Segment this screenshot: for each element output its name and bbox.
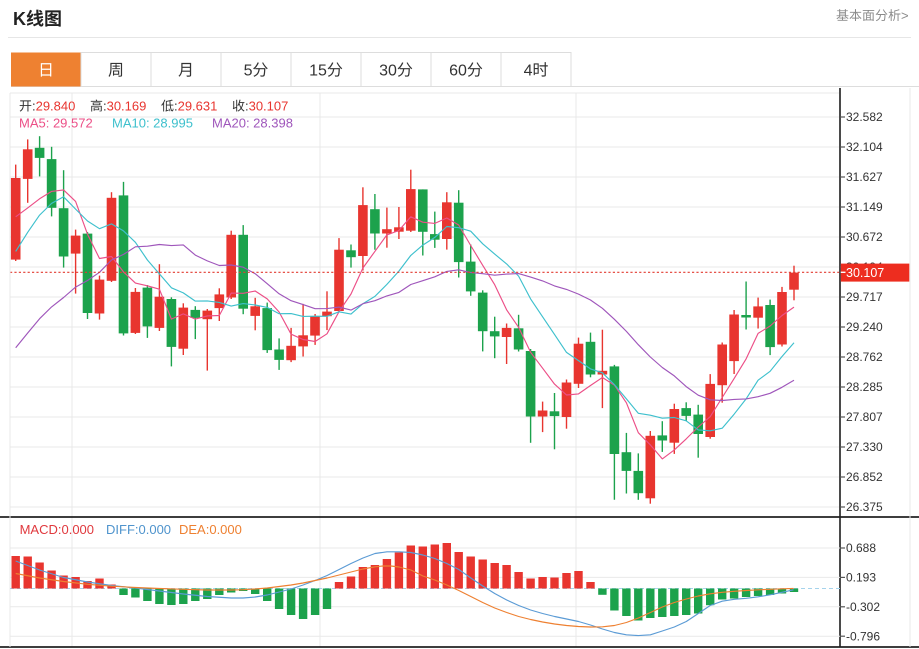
svg-text:>: >: [901, 8, 909, 23]
svg-text:27.330: 27.330: [846, 440, 883, 454]
svg-text:DIFF:0.000: DIFF:0.000: [106, 522, 171, 537]
svg-text:0: 0: [388, 63, 397, 80]
svg-text:28.762: 28.762: [846, 350, 883, 364]
svg-text:0.193: 0.193: [846, 571, 876, 585]
svg-text:32.582: 32.582: [846, 110, 883, 124]
svg-text::: :: [174, 99, 178, 114]
svg-text:0.688: 0.688: [846, 541, 876, 555]
svg-text:MA10: 28.995: MA10: 28.995: [112, 116, 193, 131]
svg-text:26.375: 26.375: [846, 500, 883, 514]
svg-text:K: K: [13, 9, 26, 29]
svg-text:29.840: 29.840: [36, 99, 76, 114]
svg-text:0: 0: [458, 63, 467, 80]
svg-text:MA5: 29.572: MA5: 29.572: [19, 116, 93, 131]
svg-text:6: 6: [449, 63, 458, 80]
svg-text:MA20: 28.398: MA20: 28.398: [212, 116, 293, 131]
svg-text:32.104: 32.104: [846, 140, 883, 154]
svg-text:5: 5: [318, 63, 327, 80]
svg-text:29.240: 29.240: [846, 320, 883, 334]
svg-text:27.807: 27.807: [846, 410, 883, 424]
svg-text:30.107: 30.107: [846, 266, 884, 280]
svg-text::: :: [32, 99, 36, 114]
svg-text::: :: [245, 99, 249, 114]
svg-text:-0.796: -0.796: [846, 629, 880, 643]
svg-text:1: 1: [309, 63, 318, 80]
svg-text:DEA:0.000: DEA:0.000: [179, 522, 242, 537]
svg-text:26.852: 26.852: [846, 470, 883, 484]
svg-text:31.627: 31.627: [846, 170, 883, 184]
svg-text:31.149: 31.149: [846, 200, 883, 214]
svg-text:29.717: 29.717: [846, 290, 883, 304]
svg-text:4: 4: [524, 63, 533, 80]
svg-text:30.672: 30.672: [846, 230, 883, 244]
svg-text:30.169: 30.169: [107, 99, 147, 114]
svg-text:MACD:0.000: MACD:0.000: [20, 522, 94, 537]
svg-text::: :: [103, 99, 107, 114]
svg-text:29.631: 29.631: [178, 99, 218, 114]
svg-text:30.107: 30.107: [249, 99, 289, 114]
svg-text:-0.302: -0.302: [846, 600, 880, 614]
svg-text:5: 5: [244, 63, 253, 80]
svg-text:28.285: 28.285: [846, 380, 883, 394]
svg-text:3: 3: [379, 63, 388, 80]
